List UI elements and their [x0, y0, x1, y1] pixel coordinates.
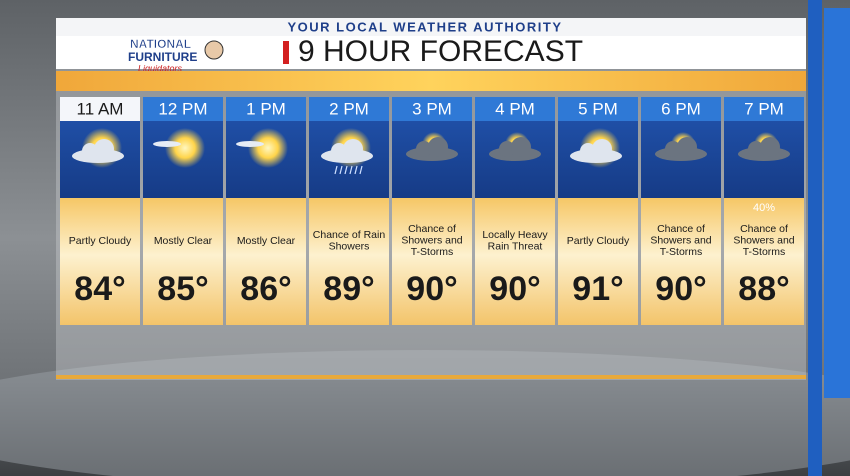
- tagline-bar: [56, 18, 806, 36]
- temperature: 91°: [572, 270, 623, 308]
- condition-area: [724, 198, 804, 325]
- condition: Chance of Showers and T-Storms: [401, 223, 462, 258]
- time-label: 12 PM: [158, 99, 207, 118]
- floor-glow: [0, 350, 850, 476]
- cloud: [748, 141, 764, 157]
- time-label: 3 PM: [412, 99, 452, 118]
- sponsor-line: Liquidators: [138, 63, 183, 73]
- sponsor-line: NATIONAL: [130, 37, 191, 51]
- condition: Locally Heavy Rain Threat: [482, 229, 548, 253]
- title-bar: [56, 36, 806, 69]
- cloud: [82, 143, 98, 159]
- condition: Partly Cloudy: [69, 235, 132, 247]
- time-label: 6 PM: [661, 99, 701, 118]
- condition: Chance of Showers and T-Storms: [650, 223, 711, 258]
- cloud: [343, 139, 363, 159]
- tagline: YOUR LOCAL WEATHER AUTHORITY: [287, 19, 562, 34]
- cloud: [677, 137, 697, 157]
- time-label: 11 AM: [77, 99, 124, 118]
- rain: [359, 165, 363, 175]
- rain: [349, 165, 353, 175]
- time-header: [558, 97, 638, 121]
- temperature: 89°: [323, 270, 374, 308]
- rain: [354, 165, 358, 175]
- accent-strip: [56, 71, 806, 91]
- sun: [165, 128, 205, 168]
- cloud: [236, 141, 264, 147]
- condition-area: [475, 198, 555, 325]
- time-label: 7 PM: [744, 99, 784, 118]
- cloud: [760, 137, 780, 157]
- temperature: 85°: [157, 270, 208, 308]
- precip-chance: 40%: [753, 202, 775, 214]
- title: 9 HOUR FORECAST: [298, 35, 583, 68]
- cloud: [416, 141, 432, 157]
- rain: [334, 165, 338, 175]
- time-header: [392, 97, 472, 121]
- condition-area: [558, 198, 638, 325]
- temperature: 90°: [489, 270, 540, 308]
- condition-area: [226, 198, 306, 325]
- cloud: [511, 137, 531, 157]
- cloud: [153, 141, 181, 147]
- condition: Chance of Showers and T-Storms: [733, 223, 794, 258]
- condition-area: [60, 198, 140, 325]
- cloud: [331, 143, 347, 159]
- temperature: 84°: [74, 270, 125, 308]
- condition: Mostly Clear: [237, 235, 296, 247]
- time-label: 5 PM: [578, 99, 618, 118]
- time-label: 4 PM: [495, 99, 535, 118]
- sponsor-line: FURNITURE: [128, 50, 197, 64]
- time-header: [226, 97, 306, 121]
- condition: Mostly Clear: [154, 235, 213, 247]
- time-header: [60, 97, 140, 121]
- time-header: [724, 97, 804, 121]
- time-header: [309, 97, 389, 121]
- cloud: [580, 143, 596, 159]
- cloud: [665, 141, 681, 157]
- cloud: [94, 139, 114, 159]
- temperature: 90°: [406, 270, 457, 308]
- temperature: 86°: [240, 270, 291, 308]
- sun: [248, 128, 288, 168]
- rain: [344, 165, 348, 175]
- time-label: 1 PM: [246, 99, 286, 118]
- condition: Partly Cloudy: [567, 235, 630, 247]
- cloud: [428, 137, 448, 157]
- cloud: [499, 141, 515, 157]
- temperature: 88°: [738, 270, 789, 308]
- condition: Chance of Rain Showers: [313, 229, 386, 253]
- bottom-line: [56, 375, 806, 379]
- temperature: 90°: [655, 270, 706, 308]
- sponsor-face: [204, 40, 224, 60]
- rain: [339, 165, 343, 175]
- time-label: 2 PM: [329, 99, 369, 118]
- side-bar: [808, 0, 822, 476]
- cloud: [592, 139, 612, 159]
- time-header: [475, 97, 555, 121]
- condition-area: [392, 198, 472, 325]
- time-header: [143, 97, 223, 121]
- condition-area: [641, 198, 721, 325]
- forecast-columns: 11 AM Partly Cloudy 84° 12 PM Mostly Clear 85…: [60, 97, 804, 325]
- time-header: [641, 97, 721, 121]
- condition-area: [143, 198, 223, 325]
- side-bar: [824, 8, 850, 398]
- condition-area: [309, 198, 389, 325]
- title-accent: [283, 41, 289, 64]
